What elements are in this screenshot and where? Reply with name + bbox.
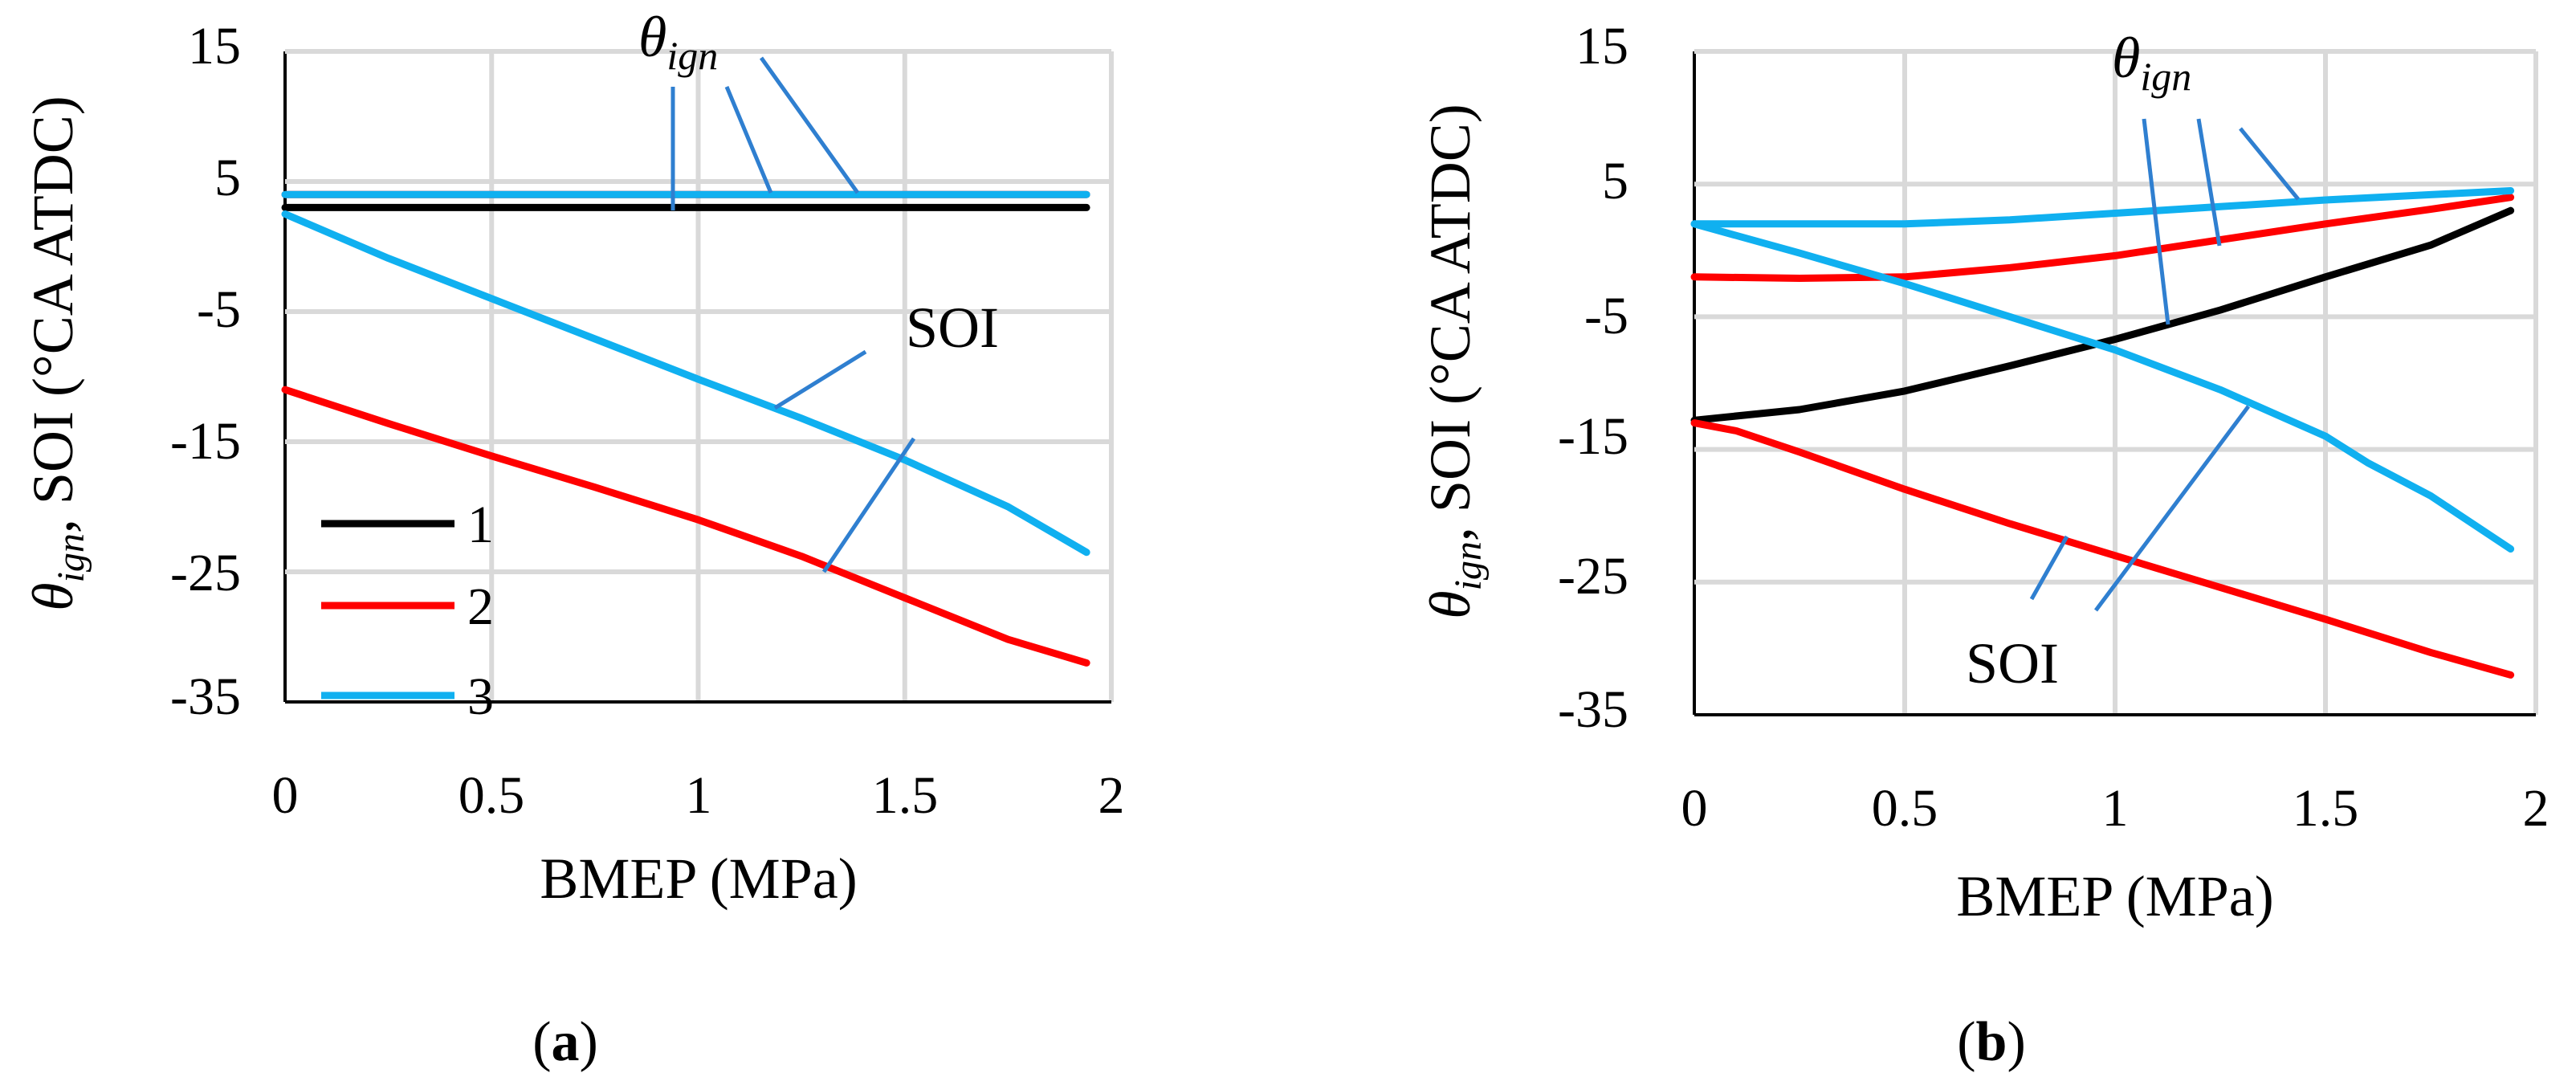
x-tick-label-b: 0 <box>1681 779 1708 838</box>
x-tick-label-b: 2 <box>2523 779 2550 838</box>
x-tick-label-b: 0.5 <box>1872 779 1938 838</box>
y-tick-label-b: -35 <box>1558 680 1628 739</box>
x-tick-label-b: 1 <box>2102 779 2129 838</box>
series-line-theta-ign-1 <box>1690 206 2515 424</box>
x-axis-title-a: BMEP (MPa) <box>540 846 857 911</box>
series-line-theta-ign-2 <box>1690 194 2515 282</box>
panel-label-close-b: ) <box>2007 1011 2025 1073</box>
annotation-theta-ign-a: θign <box>638 5 718 78</box>
annotation-leader-theta-b <box>2142 118 2170 325</box>
annotation-leader-soi-b <box>2029 535 2069 601</box>
x-tick-label-a: 1.5 <box>872 766 939 825</box>
series-line-SOI-2 <box>281 385 1090 667</box>
annotation-leader-theta-b <box>2239 127 2300 201</box>
annotation-leader-theta-a <box>724 86 773 194</box>
panel-label-close-a: ) <box>580 1011 598 1073</box>
y-tick-label-b: -25 <box>1558 547 1628 606</box>
annotation-leader-soi-a <box>773 349 867 410</box>
x-tick-label-a: 0.5 <box>459 766 525 825</box>
legend-label-3: 3 <box>467 667 494 726</box>
y-tick-label-b: 15 <box>1575 17 1628 75</box>
gridlines-b <box>1693 49 2538 716</box>
annotation-leader-soi-b <box>2093 405 2251 612</box>
x-tick-label-a: 1 <box>686 766 712 825</box>
series-line-SOI-3 <box>1690 220 2515 553</box>
annotation-theta-ign-b: θign <box>2112 26 2191 99</box>
x-tick-label-b: 1.5 <box>2293 779 2359 838</box>
series-line-SOI-3 <box>281 210 1090 557</box>
y-axis-theta-b: θ <box>1418 590 1482 618</box>
annotation-theta-sub-b: ign <box>2140 54 2191 99</box>
panel-label-letter-a: a <box>552 1011 580 1073</box>
chart-panel-a: 15 5 -5 -15 -25 -35 0 0.5 1 1.5 2 BMEP (… <box>21 5 1125 1073</box>
panel-label-b: (b) <box>1957 1011 2026 1073</box>
x-axis-title-b: BMEP (MPa) <box>1956 864 2273 928</box>
panel-label-open-b: ( <box>1957 1011 1975 1073</box>
y-axis-theta-sub-a: ign <box>50 533 92 582</box>
legend-label-1: 1 <box>467 496 494 554</box>
y-tick-label-a: -35 <box>170 667 241 726</box>
annotation-leader-theta-a <box>759 56 860 194</box>
y-tick-label-a: -15 <box>170 412 241 471</box>
annotation-leader-soi-a <box>821 437 916 573</box>
series-line-theta-ign-3 <box>1690 187 2515 228</box>
annotation-leader-theta-b <box>2196 118 2222 247</box>
y-tick-label-a: -5 <box>197 280 241 339</box>
annotation-soi-b: SOI <box>1966 631 2059 696</box>
annotation-soi-a: SOI <box>906 296 999 360</box>
y-tick-label-a: -25 <box>170 544 241 602</box>
x-tick-label-a: 2 <box>1098 766 1125 825</box>
series-line-SOI-2 <box>1690 419 2515 679</box>
panel-label-letter-b: b <box>1976 1011 2007 1073</box>
series-group-a <box>281 190 1090 667</box>
y-tick-label-a: 15 <box>188 17 241 75</box>
y-tick-label-b: -15 <box>1558 407 1628 466</box>
gridlines-a <box>283 49 1114 704</box>
y-axis-theta-a: θ <box>21 582 85 610</box>
y-tick-label-a: 5 <box>214 149 241 207</box>
panel-label-open-a: ( <box>532 1011 551 1073</box>
annotation-theta-a: θ <box>638 5 666 69</box>
y-tick-label-b: 5 <box>1602 152 1628 210</box>
annotation-theta-sub-a: ign <box>666 33 718 78</box>
legend-a: 1 2 3 <box>321 496 494 726</box>
panel-label-a: (a) <box>532 1011 598 1073</box>
annotation-theta-b: θ <box>2112 26 2140 90</box>
y-axis-title-b: θign, SOI (°CA ATDC) <box>1418 104 1490 619</box>
x-tick-label-a: 0 <box>272 766 299 825</box>
series-group-b <box>1690 187 2515 679</box>
y-axis-title-a: θign, SOI (°CA ATDC) <box>21 96 92 611</box>
y-axis-rest-a: , SOI (°CA ATDC) <box>21 96 85 533</box>
y-axis-theta-sub-b: ign <box>1447 541 1490 590</box>
legend-label-2: 2 <box>467 577 494 636</box>
chart-panel-b: 15 5 -5 -15 -25 -35 0 0.5 1 1.5 2 BMEP (… <box>1418 17 2550 1073</box>
y-axis-rest-b: , SOI (°CA ATDC) <box>1418 104 1482 541</box>
y-tick-label-b: -5 <box>1584 287 1628 345</box>
